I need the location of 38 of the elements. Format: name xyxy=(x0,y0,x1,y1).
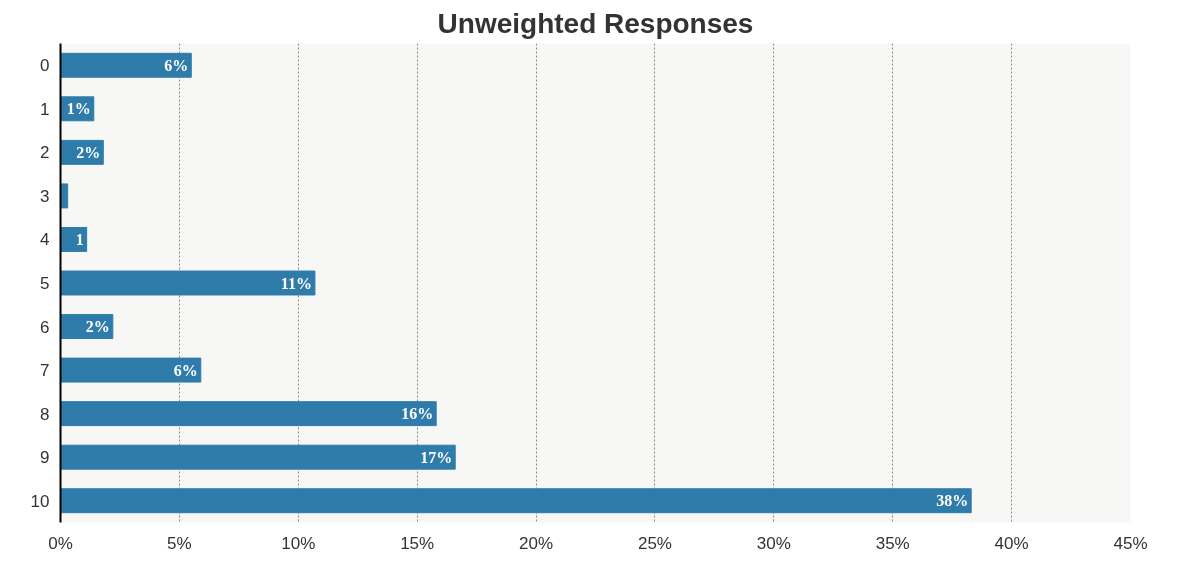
x-tick-label: 30% xyxy=(756,533,791,553)
x-tick-label: 20% xyxy=(519,533,554,553)
x-tick-label: 35% xyxy=(875,533,910,553)
y-tick-label: 9 xyxy=(40,448,50,468)
x-tick-label: 10% xyxy=(281,533,316,553)
y-tick-label: 10 xyxy=(30,491,50,511)
y-tick-label: 1 xyxy=(40,99,50,119)
y-tick-label: 7 xyxy=(40,361,50,381)
y-tick-label: 8 xyxy=(40,404,50,424)
data-label: 1 xyxy=(75,230,84,248)
bar xyxy=(60,401,437,427)
x-tick-label: 5% xyxy=(167,533,192,553)
data-label: 6% xyxy=(173,361,198,379)
data-label: 17% xyxy=(420,448,453,466)
y-tick-label: 4 xyxy=(40,230,50,250)
data-label: 1% xyxy=(66,100,91,118)
x-tick-label: 15% xyxy=(400,533,435,553)
data-label: 16% xyxy=(401,405,434,423)
x-tick-label: 25% xyxy=(637,533,672,553)
data-label: 38% xyxy=(936,492,969,510)
y-tick-label: 0 xyxy=(40,56,50,76)
data-label: 11% xyxy=(280,274,312,292)
y-tick-label: 2 xyxy=(40,143,50,163)
chart-title: Unweighted Responses xyxy=(437,7,754,39)
data-label: 2% xyxy=(76,143,101,161)
y-tick-label: 3 xyxy=(40,186,50,206)
y-tick-label: 5 xyxy=(40,274,50,293)
y-tick-label: 6 xyxy=(40,317,50,337)
bar xyxy=(60,270,316,296)
data-label: 6% xyxy=(164,56,189,74)
x-tick-label: 45% xyxy=(1113,533,1148,553)
bar xyxy=(60,357,202,383)
x-tick-label: 0% xyxy=(48,533,73,553)
data-label: 2% xyxy=(85,318,110,336)
bar xyxy=(60,444,456,470)
x-tick-label: 40% xyxy=(994,533,1029,553)
bar xyxy=(60,488,972,514)
bar xyxy=(60,52,192,78)
